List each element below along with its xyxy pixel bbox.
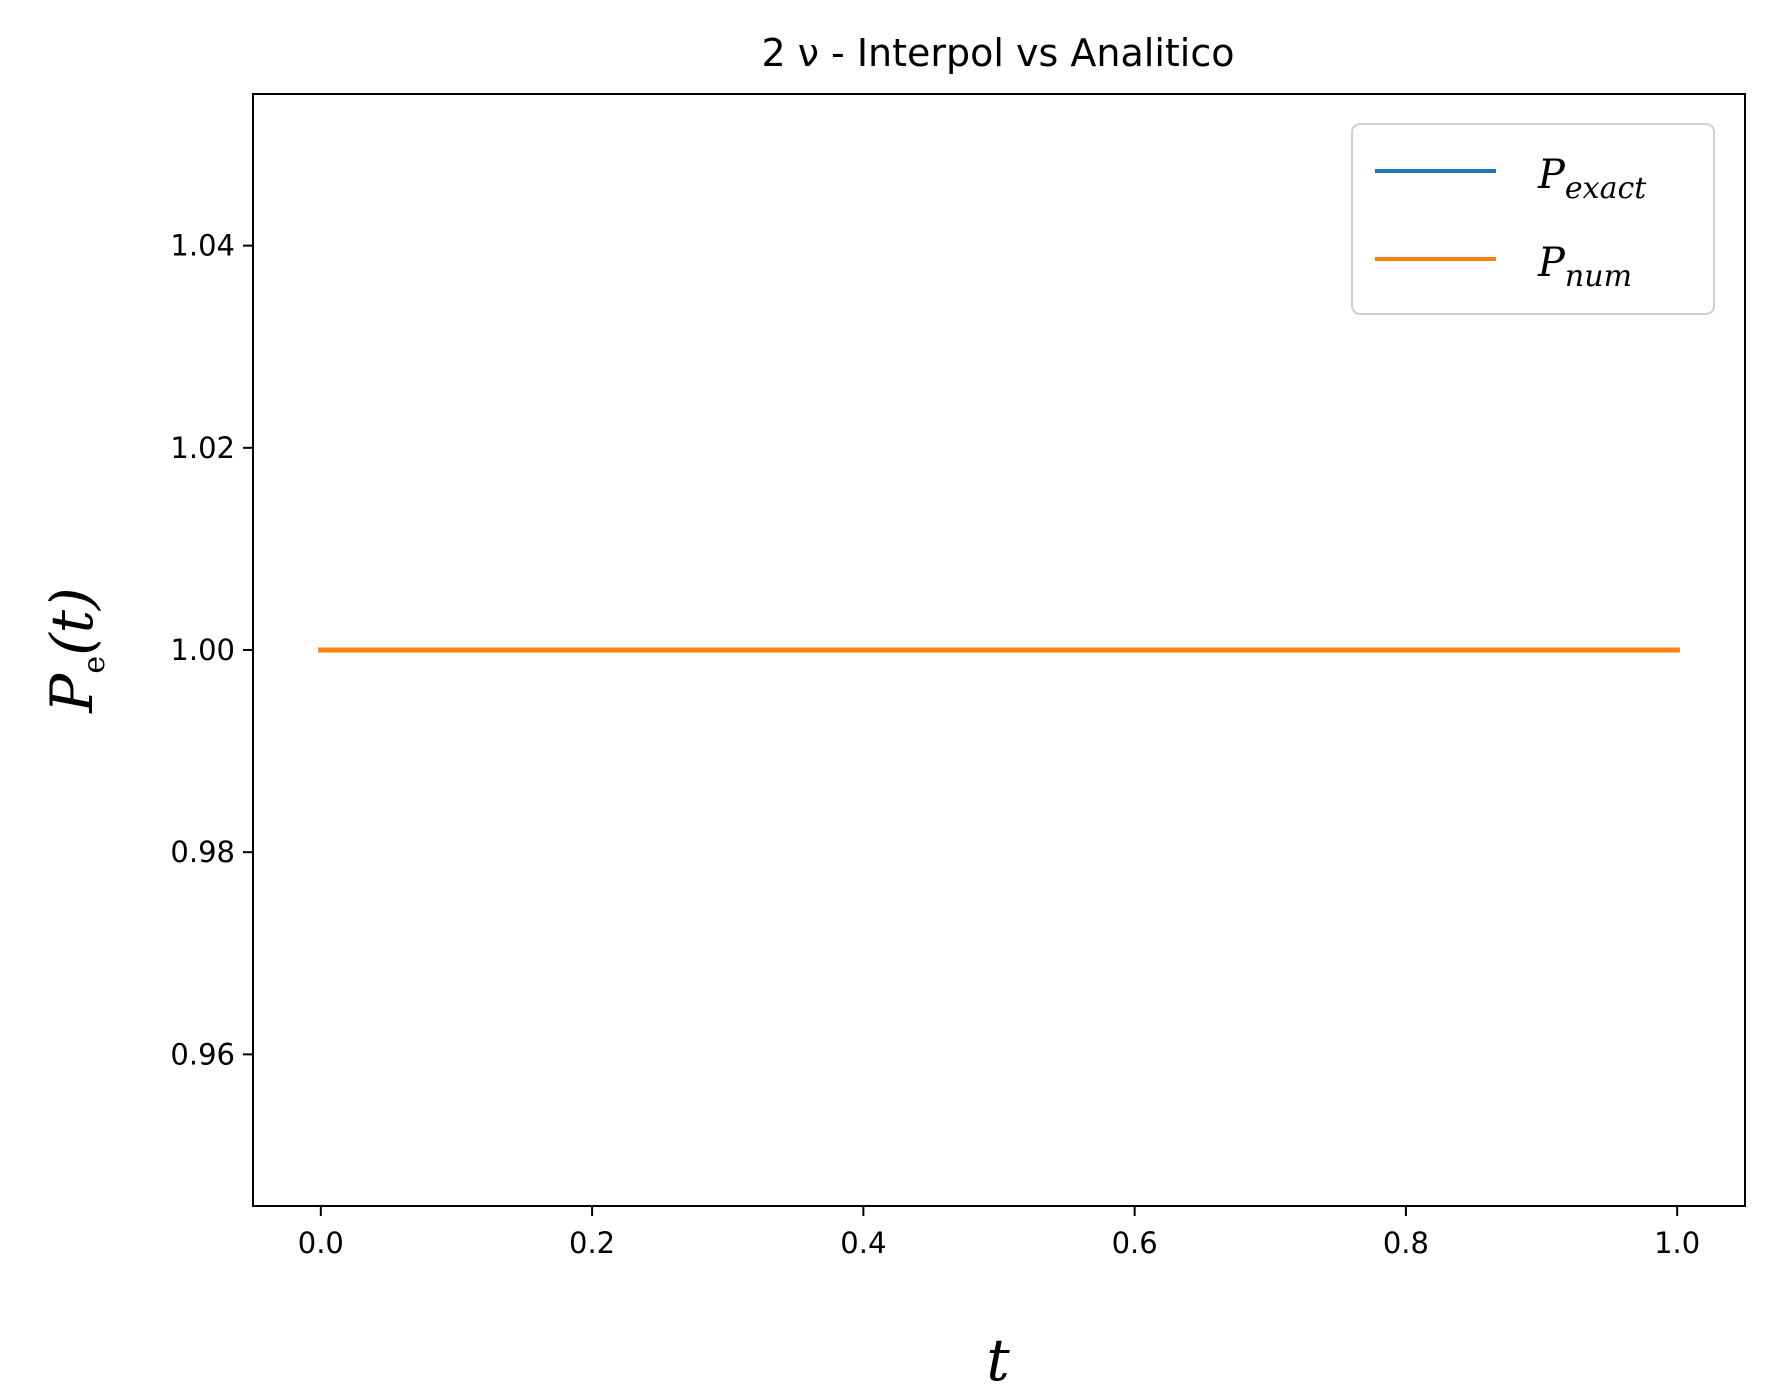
legend-box [1351, 123, 1715, 315]
legend-label-num: Pnum [1537, 240, 1632, 294]
x-tick-label: 0.6 [1112, 1226, 1158, 1260]
legend-label-exact: Pexact [1537, 152, 1647, 206]
y-axis-label: Pe(t) [38, 587, 112, 713]
y-tick-label: 0.98 [170, 835, 235, 869]
y-tick-label: 1.04 [170, 229, 235, 263]
y-tick-label: 1.02 [170, 431, 235, 465]
x-axis-label: t [986, 1326, 1010, 1394]
x-tick-label: 0.2 [569, 1226, 615, 1260]
x-tick-label: 0.4 [840, 1226, 886, 1260]
x-tick-label: 0.8 [1383, 1226, 1429, 1260]
y-axis-ticks: 0.96 0.98 1.00 1.02 1.04 [170, 229, 253, 1071]
x-tick-label: 0.0 [298, 1226, 344, 1260]
y-tick-label: 1.00 [170, 633, 235, 667]
plot-frame [252, 93, 1746, 1207]
x-tick-label: 1.0 [1654, 1226, 1700, 1260]
chart-title: 2 ν - Interpol vs Analitico [762, 31, 1235, 75]
x-axis-ticks: 0.0 0.2 0.4 0.6 0.8 1.0 [298, 1206, 1700, 1260]
legend: Pexact Pnum [1351, 123, 1715, 315]
y-tick-label: 0.96 [170, 1037, 235, 1071]
